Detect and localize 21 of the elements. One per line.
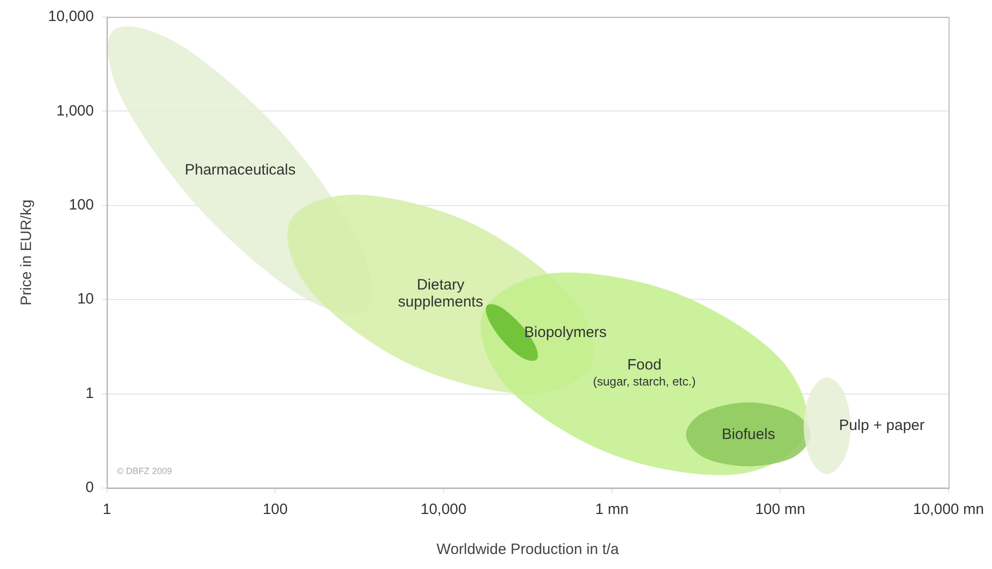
x-axis-title: Worldwide Production in t/a [436, 541, 620, 558]
x-tick-label: 100 mn [755, 501, 806, 518]
x-tick-label: 1 [102, 501, 112, 518]
series-label: Biopolymers [524, 324, 607, 341]
series-label: Pharmaceuticals [184, 161, 296, 178]
series-label: Food (sugar, starch, etc.) [592, 356, 696, 389]
x-tick-label: 100 [262, 501, 288, 518]
y-tick-label: 10 [77, 290, 94, 308]
y-tick-label: 1,000 [56, 102, 94, 120]
y-tick-label: 100 [68, 196, 94, 214]
y-tick-label: 10,000 [48, 8, 94, 26]
series-label: Pulp + paper [839, 417, 925, 434]
x-tick-label: 10,000 mn [913, 501, 984, 518]
x-tick-label: 1 mn [595, 501, 629, 518]
x-tick-label: 10,000 [420, 501, 466, 518]
y-tick-label: 1 [86, 384, 94, 402]
y-axis-title: Price in EUR/kg [18, 200, 36, 306]
series-label: Biofuels [722, 426, 776, 443]
y-tick-label: 0 [86, 479, 94, 496]
annotation: © DBFZ 2009 [116, 466, 172, 476]
series-label: Dietary supplements [398, 276, 484, 310]
